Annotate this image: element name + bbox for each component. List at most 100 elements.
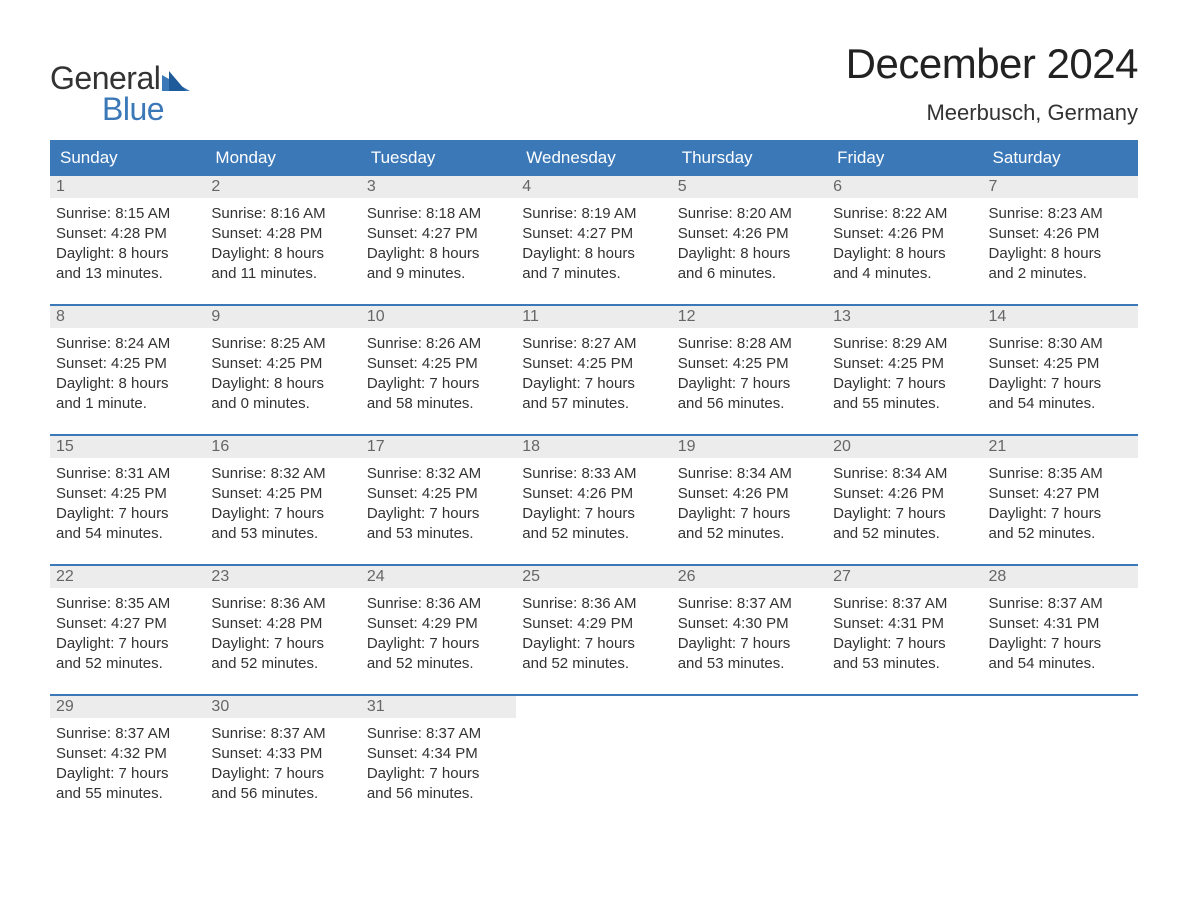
day-body: Sunrise: 8:37 AMSunset: 4:30 PMDaylight:…: [672, 588, 827, 684]
day-number: 28: [983, 566, 1138, 588]
day-dl2-line: and 53 minutes.: [211, 524, 354, 544]
day-cell: 12Sunrise: 8:28 AMSunset: 4:25 PMDayligh…: [672, 306, 827, 434]
day-cell-empty: [983, 696, 1138, 824]
day-body: Sunrise: 8:24 AMSunset: 4:25 PMDaylight:…: [50, 328, 205, 424]
day-sunrise-line: Sunrise: 8:37 AM: [367, 724, 510, 744]
day-sunrise-line: Sunrise: 8:27 AM: [522, 334, 665, 354]
day-number: 7: [983, 176, 1138, 198]
day-body: Sunrise: 8:29 AMSunset: 4:25 PMDaylight:…: [827, 328, 982, 424]
day-cell: 17Sunrise: 8:32 AMSunset: 4:25 PMDayligh…: [361, 436, 516, 564]
day-body: Sunrise: 8:27 AMSunset: 4:25 PMDaylight:…: [516, 328, 671, 424]
day-sunrise-line: Sunrise: 8:18 AM: [367, 204, 510, 224]
day-sunset-line: Sunset: 4:28 PM: [56, 224, 199, 244]
day-sunrise-line: Sunrise: 8:32 AM: [211, 464, 354, 484]
day-number: 14: [983, 306, 1138, 328]
day-number: 4: [516, 176, 671, 198]
day-dl2-line: and 52 minutes.: [678, 524, 821, 544]
calendar: Sunday Monday Tuesday Wednesday Thursday…: [50, 140, 1138, 824]
day-sunrise-line: Sunrise: 8:28 AM: [678, 334, 821, 354]
day-dl1-line: Daylight: 7 hours: [678, 504, 821, 524]
week-row: 8Sunrise: 8:24 AMSunset: 4:25 PMDaylight…: [50, 304, 1138, 434]
day-dl2-line: and 53 minutes.: [678, 654, 821, 674]
day-body: Sunrise: 8:37 AMSunset: 4:34 PMDaylight:…: [361, 718, 516, 814]
day-sunrise-line: Sunrise: 8:36 AM: [211, 594, 354, 614]
day-sunset-line: Sunset: 4:26 PM: [678, 224, 821, 244]
day-dl2-line: and 0 minutes.: [211, 394, 354, 414]
day-body: Sunrise: 8:37 AMSunset: 4:32 PMDaylight:…: [50, 718, 205, 814]
page-header: General Blue December 2024 Meerbusch, Ge…: [50, 40, 1138, 128]
day-number: 15: [50, 436, 205, 458]
week-row: 29Sunrise: 8:37 AMSunset: 4:32 PMDayligh…: [50, 694, 1138, 824]
day-sunset-line: Sunset: 4:25 PM: [678, 354, 821, 374]
day-body: Sunrise: 8:37 AMSunset: 4:31 PMDaylight:…: [983, 588, 1138, 684]
day-sunrise-line: Sunrise: 8:35 AM: [56, 594, 199, 614]
day-dl2-line: and 11 minutes.: [211, 264, 354, 284]
logo: General Blue: [50, 60, 190, 128]
title-block: December 2024 Meerbusch, Germany: [846, 40, 1138, 126]
day-body: Sunrise: 8:33 AMSunset: 4:26 PMDaylight:…: [516, 458, 671, 554]
flag-icon: [162, 71, 190, 91]
day-sunrise-line: Sunrise: 8:33 AM: [522, 464, 665, 484]
day-sunrise-line: Sunrise: 8:29 AM: [833, 334, 976, 354]
day-number: 16: [205, 436, 360, 458]
day-sunrise-line: Sunrise: 8:31 AM: [56, 464, 199, 484]
day-dl2-line: and 53 minutes.: [833, 654, 976, 674]
day-cell: 20Sunrise: 8:34 AMSunset: 4:26 PMDayligh…: [827, 436, 982, 564]
day-cell: 5Sunrise: 8:20 AMSunset: 4:26 PMDaylight…: [672, 176, 827, 304]
day-sunset-line: Sunset: 4:31 PM: [833, 614, 976, 634]
day-sunset-line: Sunset: 4:25 PM: [56, 354, 199, 374]
day-dl2-line: and 52 minutes.: [989, 524, 1132, 544]
day-dl2-line: and 55 minutes.: [56, 784, 199, 804]
day-body: Sunrise: 8:34 AMSunset: 4:26 PMDaylight:…: [827, 458, 982, 554]
day-dl1-line: Daylight: 7 hours: [367, 634, 510, 654]
day-body: Sunrise: 8:36 AMSunset: 4:29 PMDaylight:…: [361, 588, 516, 684]
day-cell: 31Sunrise: 8:37 AMSunset: 4:34 PMDayligh…: [361, 696, 516, 824]
day-number: 13: [827, 306, 982, 328]
day-cell: 4Sunrise: 8:19 AMSunset: 4:27 PMDaylight…: [516, 176, 671, 304]
day-cell: 16Sunrise: 8:32 AMSunset: 4:25 PMDayligh…: [205, 436, 360, 564]
day-number: 31: [361, 696, 516, 718]
day-dl1-line: Daylight: 7 hours: [367, 504, 510, 524]
day-dl2-line: and 7 minutes.: [522, 264, 665, 284]
day-sunset-line: Sunset: 4:26 PM: [522, 484, 665, 504]
day-sunset-line: Sunset: 4:26 PM: [833, 484, 976, 504]
weekday-header: Saturday: [983, 140, 1138, 176]
day-dl2-line: and 52 minutes.: [522, 654, 665, 674]
day-dl1-line: Daylight: 7 hours: [211, 764, 354, 784]
day-number: 22: [50, 566, 205, 588]
day-dl1-line: Daylight: 8 hours: [56, 374, 199, 394]
day-dl1-line: Daylight: 7 hours: [56, 504, 199, 524]
day-number: 23: [205, 566, 360, 588]
day-dl2-line: and 1 minute.: [56, 394, 199, 414]
week-row: 1Sunrise: 8:15 AMSunset: 4:28 PMDaylight…: [50, 176, 1138, 304]
day-cell-empty: [827, 696, 982, 824]
day-cell: 2Sunrise: 8:16 AMSunset: 4:28 PMDaylight…: [205, 176, 360, 304]
day-cell: 28Sunrise: 8:37 AMSunset: 4:31 PMDayligh…: [983, 566, 1138, 694]
day-sunrise-line: Sunrise: 8:26 AM: [367, 334, 510, 354]
day-dl2-line: and 56 minutes.: [678, 394, 821, 414]
day-cell: 21Sunrise: 8:35 AMSunset: 4:27 PMDayligh…: [983, 436, 1138, 564]
day-cell: 29Sunrise: 8:37 AMSunset: 4:32 PMDayligh…: [50, 696, 205, 824]
day-number: 6: [827, 176, 982, 198]
day-body: Sunrise: 8:15 AMSunset: 4:28 PMDaylight:…: [50, 198, 205, 294]
day-cell: 26Sunrise: 8:37 AMSunset: 4:30 PMDayligh…: [672, 566, 827, 694]
day-sunset-line: Sunset: 4:25 PM: [367, 484, 510, 504]
day-sunrise-line: Sunrise: 8:36 AM: [522, 594, 665, 614]
day-sunset-line: Sunset: 4:26 PM: [989, 224, 1132, 244]
day-dl1-line: Daylight: 8 hours: [833, 244, 976, 264]
day-sunrise-line: Sunrise: 8:35 AM: [989, 464, 1132, 484]
day-cell: 25Sunrise: 8:36 AMSunset: 4:29 PMDayligh…: [516, 566, 671, 694]
day-sunrise-line: Sunrise: 8:15 AM: [56, 204, 199, 224]
day-body: Sunrise: 8:37 AMSunset: 4:33 PMDaylight:…: [205, 718, 360, 814]
day-sunset-line: Sunset: 4:25 PM: [56, 484, 199, 504]
day-dl1-line: Daylight: 8 hours: [211, 374, 354, 394]
day-cell: 27Sunrise: 8:37 AMSunset: 4:31 PMDayligh…: [827, 566, 982, 694]
day-dl2-line: and 52 minutes.: [522, 524, 665, 544]
day-sunrise-line: Sunrise: 8:37 AM: [833, 594, 976, 614]
day-sunrise-line: Sunrise: 8:23 AM: [989, 204, 1132, 224]
day-cell: 7Sunrise: 8:23 AMSunset: 4:26 PMDaylight…: [983, 176, 1138, 304]
weekday-header: Monday: [205, 140, 360, 176]
day-sunset-line: Sunset: 4:29 PM: [367, 614, 510, 634]
day-sunrise-line: Sunrise: 8:37 AM: [678, 594, 821, 614]
day-dl1-line: Daylight: 7 hours: [56, 764, 199, 784]
